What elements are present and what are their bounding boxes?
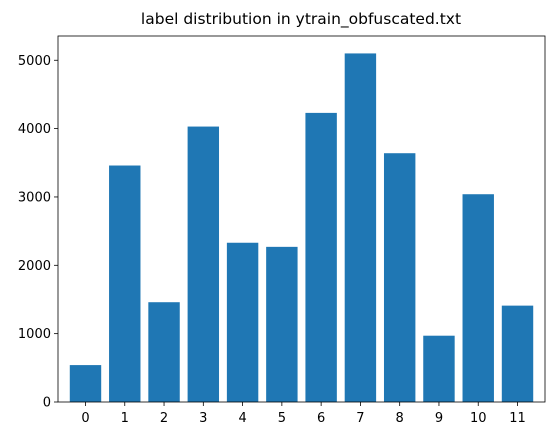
x-tick-label: 10: [470, 411, 487, 426]
bars-layer: [69, 53, 534, 403]
x-tick-label: 7: [356, 411, 364, 426]
bar-7: [344, 53, 377, 403]
plot-frame: [57, 35, 546, 403]
y-tick-label: 4000: [18, 122, 51, 137]
bar-9: [423, 335, 455, 402]
x-tick-label: 11: [509, 411, 526, 426]
x-tick-label: 9: [435, 411, 443, 426]
y-axis: 0 1000 2000 3000 4000 5000: [18, 54, 58, 411]
bar-3: [187, 126, 220, 402]
chart-title: label distribution in ytrain_obfuscated.…: [141, 10, 461, 29]
x-tick-label: 0: [81, 411, 89, 426]
bar-11: [501, 305, 534, 402]
x-tick-label: 3: [199, 411, 207, 426]
bar-1: [109, 165, 141, 402]
bar-6: [305, 112, 337, 403]
x-tick-label: 5: [278, 411, 286, 426]
bar-2: [148, 302, 180, 402]
x-tick-label: 8: [396, 411, 404, 426]
y-tick-label: 2000: [18, 259, 51, 274]
y-tick-label: 0: [43, 396, 51, 411]
y-tick-label: 1000: [18, 327, 51, 342]
y-tick-label: 5000: [18, 54, 51, 69]
x-tick-label: 6: [317, 411, 325, 426]
bar-8: [383, 153, 416, 402]
y-tick-label: 3000: [18, 190, 51, 205]
bar-10: [462, 194, 494, 402]
bar-5: [266, 246, 298, 402]
x-tick-label: 1: [121, 411, 129, 426]
x-axis: 0 1 2 3 4 5 6 7 8 9 10 11: [81, 402, 526, 426]
bar-4: [226, 242, 259, 402]
x-tick-label: 4: [238, 411, 246, 426]
x-tick-label: 2: [160, 411, 168, 426]
bar-0: [69, 365, 102, 402]
